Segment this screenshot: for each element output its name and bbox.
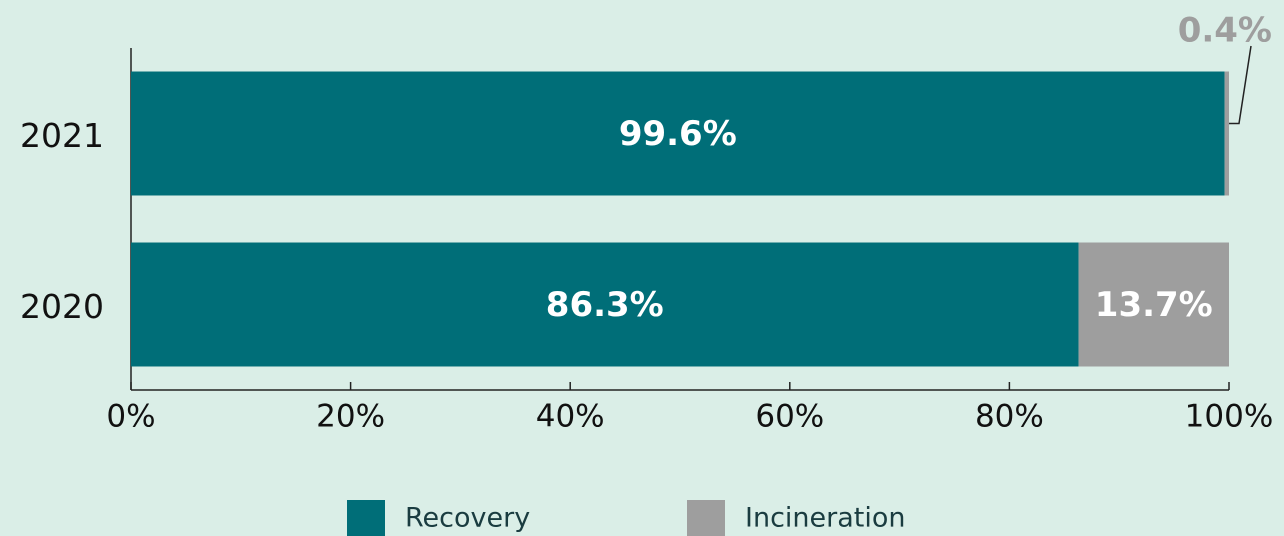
legend-swatch [347,500,385,536]
bar-segment [131,242,1079,367]
x-tick-label: 0% [106,399,155,435]
data-label: 99.6% [619,114,737,154]
leader-line [1229,45,1252,125]
x-tick-label: 40% [536,399,605,435]
legend-label: Recovery [405,503,530,534]
bar-segment [1078,242,1229,367]
bar-segment [1224,71,1229,196]
y-tick-label: 2020 [20,287,104,326]
x-tick-label: 80% [975,399,1044,435]
data-label: 13.7% [1095,285,1213,325]
y-tick-label: 2021 [20,116,104,155]
x-tick-label: 60% [755,399,824,435]
legend-label: Incineration [745,503,906,534]
legend-swatch [687,500,725,536]
x-tick-label: 100% [1185,399,1274,435]
data-label: 0.4% [1178,11,1272,51]
bar-segment [131,71,1225,196]
data-label: 86.3% [546,285,664,325]
x-tick-label: 20% [316,399,385,435]
